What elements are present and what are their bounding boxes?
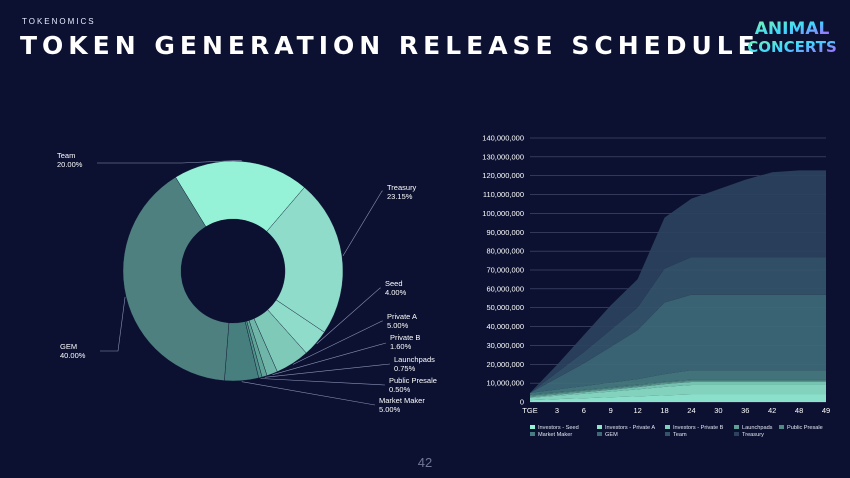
donut-value-gem: 40.00% <box>60 351 86 360</box>
legend-swatch-gem <box>597 432 602 436</box>
legend-label-investors-seed: Investors - Seed <box>538 425 579 431</box>
area-series-public-presale <box>530 379 826 396</box>
y-tick-label: 80,000,000 <box>486 247 524 256</box>
y-tick-label: 10,000,000 <box>486 379 524 388</box>
legend-label-launchpads: Launchpads <box>742 425 773 431</box>
y-tick-label: 110,000,000 <box>483 190 524 199</box>
y-tick-label: 0 <box>520 398 524 407</box>
x-tick-label: 9 <box>609 406 613 415</box>
donut-label-public-presale: Public Presale <box>389 376 437 385</box>
logo-line-2: CONCERTS <box>748 38 836 56</box>
x-tick-label: 18 <box>660 406 668 415</box>
legend-swatch-investors-private-a <box>597 425 602 429</box>
legend-swatch-treasury <box>734 432 739 436</box>
legend-label-public-presale: Public Presale <box>787 425 823 431</box>
area-series-team <box>530 257 826 393</box>
area-series-launchpads <box>530 380 826 398</box>
donut-value-market-maker: 5.00% <box>379 405 401 414</box>
y-tick-label: 100,000,000 <box>482 209 524 218</box>
y-tick-label: 60,000,000 <box>486 284 524 293</box>
x-tick-label: 42 <box>768 406 776 415</box>
y-tick-label: 70,000,000 <box>486 266 524 275</box>
donut-leader-market-maker <box>241 381 376 406</box>
legend-swatch-market-maker <box>530 432 535 436</box>
donut-value-team: 20.00% <box>57 160 83 169</box>
legend-label-gem: GEM <box>605 432 618 438</box>
legend-label-investors-private-b: Investors - Private B <box>673 425 724 431</box>
donut-label-private-b: Private B <box>390 333 420 342</box>
x-tick-label: 12 <box>633 406 641 415</box>
donut-value-treasury: 23.15% <box>387 192 413 201</box>
area-series-investors-seed <box>530 394 826 402</box>
page-title: TOKEN GENERATION RELEASE SCHEDULE <box>20 31 760 60</box>
x-tick-label: 24 <box>687 406 695 415</box>
donut-leader-gem <box>100 296 126 352</box>
area-series-market-maker <box>530 370 826 395</box>
y-tick-label: 90,000,000 <box>486 228 524 237</box>
donut-leader-private-b <box>272 342 387 375</box>
area-series-investors-private-b <box>530 382 826 398</box>
donut-slice-gem <box>122 176 230 381</box>
donut-value-private-a: 5.00% <box>387 321 409 330</box>
legend-swatch-public-presale <box>779 425 784 429</box>
area-series-treasury <box>530 170 826 393</box>
legend-swatch-launchpads <box>734 425 739 429</box>
donut-leader-team <box>97 160 242 164</box>
donut-label-market-maker: Market Maker <box>379 396 425 405</box>
y-tick-label: 40,000,000 <box>486 322 524 331</box>
legend-swatch-investors-seed <box>530 425 535 429</box>
x-tick-label: TGE <box>522 406 537 415</box>
donut-leader-public-presale <box>260 378 386 386</box>
x-tick-label: 6 <box>582 406 586 415</box>
y-tick-label: 120,000,000 <box>482 171 524 180</box>
donut-slice-treasury <box>266 187 344 333</box>
legend-swatch-team <box>665 432 670 436</box>
y-tick-label: 20,000,000 <box>486 360 524 369</box>
area-series-gem <box>530 294 826 393</box>
donut-value-seed: 4.00% <box>385 288 407 297</box>
donut-leader-treasury <box>342 190 383 257</box>
logo-line-1: ANIMAL <box>755 19 830 39</box>
legend-label-treasury: Treasury <box>742 432 764 438</box>
x-tick-label: 3 <box>555 406 559 415</box>
donut-label-launchpads: Launchpads <box>394 355 435 364</box>
donut-label-seed: Seed <box>385 279 403 288</box>
section-eyebrow: TOKENOMICS <box>22 17 96 26</box>
area-series-investors-private-a <box>530 385 826 401</box>
donut-label-private-a: Private A <box>387 312 417 321</box>
donut-value-private-b: 1.60% <box>390 342 412 351</box>
y-tick-label: 130,000,000 <box>482 152 524 161</box>
legend-label-team: Team <box>673 432 687 438</box>
donut-slice-team <box>175 160 305 232</box>
donut-value-public-presale: 0.50% <box>389 385 411 394</box>
donut-label-team: Team <box>57 151 75 160</box>
animal-concerts-logo: ANIMAL CONCERTS <box>748 19 836 56</box>
legend-label-market-maker: Market Maker <box>538 432 572 438</box>
x-tick-label: 49 <box>822 406 830 415</box>
donut-leader-private-a <box>292 320 383 365</box>
donut-value-launchpads: 0.75% <box>394 364 416 373</box>
donut-label-gem: GEM <box>60 342 77 351</box>
legend-label-investors-private-a: Investors - Private A <box>605 425 655 431</box>
donut-leader-seed <box>316 287 381 345</box>
legend-swatch-investors-private-b <box>665 425 670 429</box>
y-tick-label: 140,000,000 <box>482 134 524 143</box>
y-tick-label: 50,000,000 <box>486 303 524 312</box>
donut-leader-launchpads <box>264 363 391 378</box>
donut-label-treasury: Treasury <box>387 183 417 192</box>
page-number: 42 <box>417 455 433 470</box>
x-tick-label: 30 <box>714 406 722 415</box>
x-tick-label: 48 <box>795 406 803 415</box>
x-tick-label: 36 <box>741 406 749 415</box>
y-tick-label: 30,000,000 <box>486 341 524 350</box>
